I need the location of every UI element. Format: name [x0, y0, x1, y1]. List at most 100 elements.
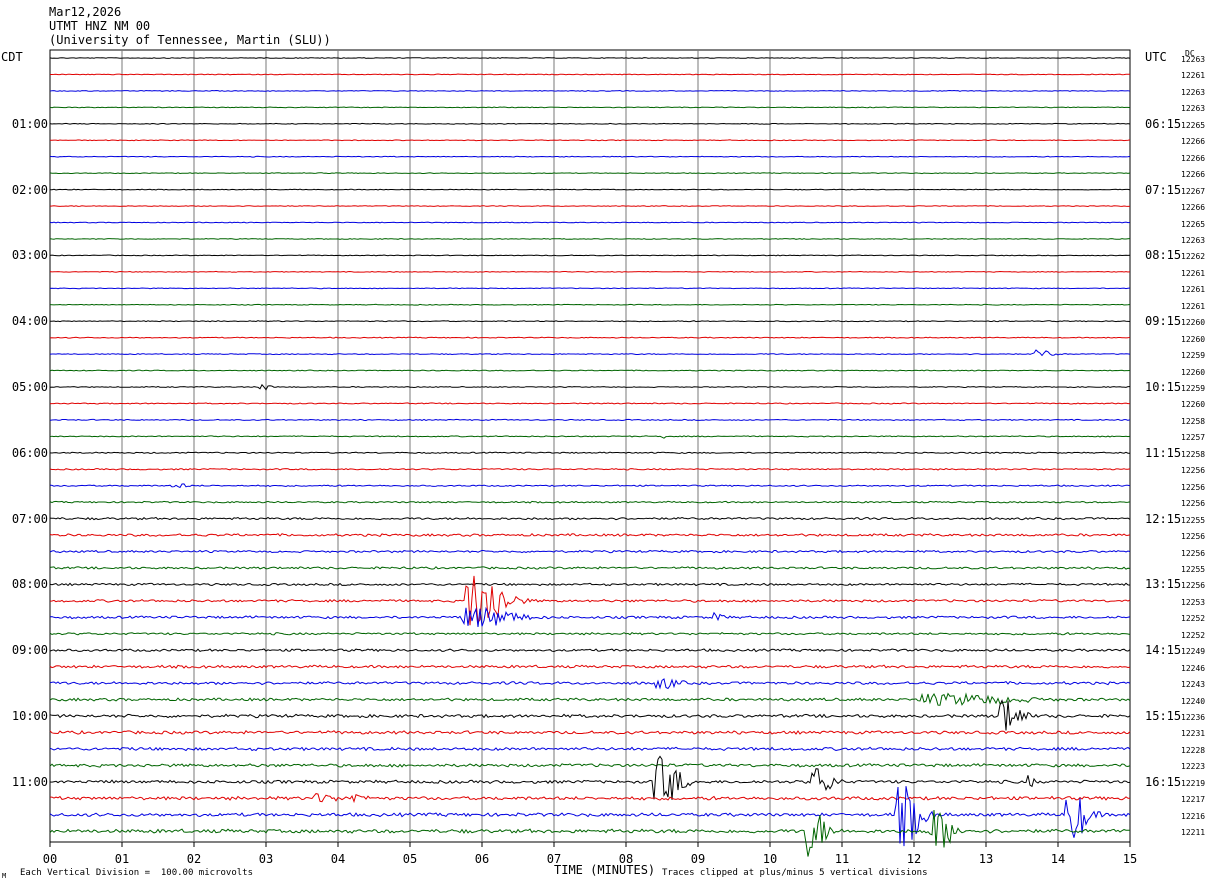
trace-row — [49, 532, 1131, 537]
left-hour-label: 07:00 — [11, 511, 48, 526]
trace-row — [49, 500, 1131, 504]
dc-offset-label: 12219 — [1181, 778, 1206, 788]
trace-row — [49, 270, 1131, 273]
x-tick-label: 14 — [1050, 852, 1066, 866]
left-hour-label: 11:00 — [11, 774, 48, 789]
trace-row — [49, 349, 1131, 357]
trace-row — [49, 566, 1131, 570]
dc-offset-label: 12262 — [1181, 252, 1206, 262]
trace-row — [49, 188, 1131, 191]
trace-row — [49, 451, 1131, 454]
trace-row — [49, 369, 1131, 372]
right-timezone-label: UTC — [1145, 50, 1167, 64]
dc-offset-label: 12263 — [1181, 235, 1206, 245]
dc-offset-label: 12259 — [1181, 384, 1206, 393]
trace-row — [49, 336, 1131, 339]
dc-offset-label: 12266 — [1181, 170, 1206, 180]
dc-offset-label: 12256 — [1181, 466, 1206, 476]
trace-row — [49, 89, 1131, 92]
dc-offset-label: 12256 — [1181, 532, 1206, 542]
dc-offset-label: 12261 — [1181, 285, 1206, 295]
x-tick-label: 00 — [42, 852, 58, 866]
trace-row — [49, 254, 1131, 257]
trace-row — [49, 699, 1131, 731]
dc-offset-label: 12246 — [1181, 663, 1206, 673]
dc-offset-label: 12223 — [1181, 762, 1206, 772]
trace-row — [49, 383, 1130, 391]
trace-row — [49, 678, 1131, 690]
trace-row — [49, 237, 1131, 240]
left-hour-label: 05:00 — [11, 380, 48, 394]
x-axis-title: TIME (MINUTES) — [554, 863, 656, 877]
right-hour-label: 07:15 — [1145, 182, 1182, 197]
dc-offset-label: 12263 — [1181, 104, 1206, 114]
right-hour-label: 09:15 — [1145, 314, 1182, 329]
dc-offset-label: 12236 — [1181, 713, 1206, 722]
dc-offset-label: 12216 — [1181, 811, 1206, 821]
trace-row — [49, 467, 1131, 471]
x-tick-label: 05 — [402, 852, 418, 866]
dc-offset-label: 12258 — [1181, 449, 1206, 459]
trace-row — [49, 320, 1131, 323]
dc-offset-label: 12260 — [1181, 400, 1206, 410]
trace-row — [50, 793, 1131, 804]
right-hour-label: 15:15 — [1145, 709, 1182, 723]
x-tick-label: 12 — [906, 852, 922, 866]
trace-row — [49, 575, 1131, 626]
x-tick-label: 04 — [330, 852, 346, 866]
right-hour-label: 12:15 — [1145, 511, 1182, 526]
left-hour-label: 08:00 — [11, 577, 48, 592]
dc-offset-label: 12211 — [1181, 828, 1206, 838]
right-hour-label: 06:15 — [1145, 116, 1182, 131]
dc-offset-label: 12256 — [1181, 482, 1206, 492]
trace-row — [49, 582, 1131, 587]
dc-offset-label: 12243 — [1181, 680, 1206, 690]
station-code: UTMT HNZ NM 00 — [49, 19, 151, 33]
trace-row — [49, 631, 1131, 636]
trace-row — [49, 106, 1131, 109]
dc-offset-label: 12261 — [1181, 301, 1206, 311]
x-tick-label: 07 — [546, 852, 562, 866]
x-tick-label: 02 — [186, 852, 202, 866]
scale-note: Each Vertical Division = 100.00 microvol… — [20, 868, 253, 878]
trace-row — [49, 205, 1131, 208]
dc-offset-label: 12231 — [1181, 729, 1206, 739]
left-hour-label: 02:00 — [11, 182, 48, 197]
trace-row — [49, 221, 1131, 224]
right-hour-label: 11:15 — [1145, 445, 1182, 460]
trace-row — [49, 287, 1131, 290]
trace-row — [49, 303, 1131, 306]
trace-row — [49, 435, 1131, 439]
trace-row — [49, 549, 1131, 554]
dc-offset-label: 12260 — [1181, 367, 1206, 377]
dc-offset-label: 12261 — [1181, 268, 1206, 278]
trace-row — [49, 729, 1131, 735]
right-hour-label: 13:15 — [1145, 577, 1182, 592]
trace-row — [49, 763, 1131, 768]
dc-offset-label: 12265 — [1181, 120, 1206, 130]
trace-row — [49, 402, 1130, 405]
trace-row — [49, 786, 1131, 847]
plot-frame — [49, 49, 1131, 843]
trace-row — [49, 57, 1131, 59]
trace-row — [49, 155, 1131, 158]
left-hour-label: 04:00 — [11, 314, 48, 329]
right-hour-label: 14:15 — [1145, 643, 1182, 658]
dc-offset-label: 12256 — [1181, 499, 1206, 509]
dc-offset-label: 12253 — [1181, 597, 1206, 607]
left-hour-label: 03:00 — [11, 248, 48, 263]
dc-offset-label: 12255 — [1181, 564, 1206, 574]
dc-offset-label: 12261 — [1181, 71, 1206, 81]
dc-offset-label: 12228 — [1181, 745, 1206, 755]
trace-row — [49, 664, 1131, 669]
trace-row — [49, 139, 1131, 142]
dc-offset-label: 12258 — [1181, 416, 1206, 426]
x-tick-label: 10 — [762, 852, 778, 866]
clip-note: Traces clipped at plus/minus 5 vertical … — [662, 868, 928, 878]
dc-offset-label: 12240 — [1181, 696, 1206, 706]
trace-row — [49, 122, 1131, 125]
trace-row — [49, 692, 1131, 706]
right-hour-label: 08:15 — [1145, 248, 1182, 263]
trace-row — [50, 73, 1131, 76]
